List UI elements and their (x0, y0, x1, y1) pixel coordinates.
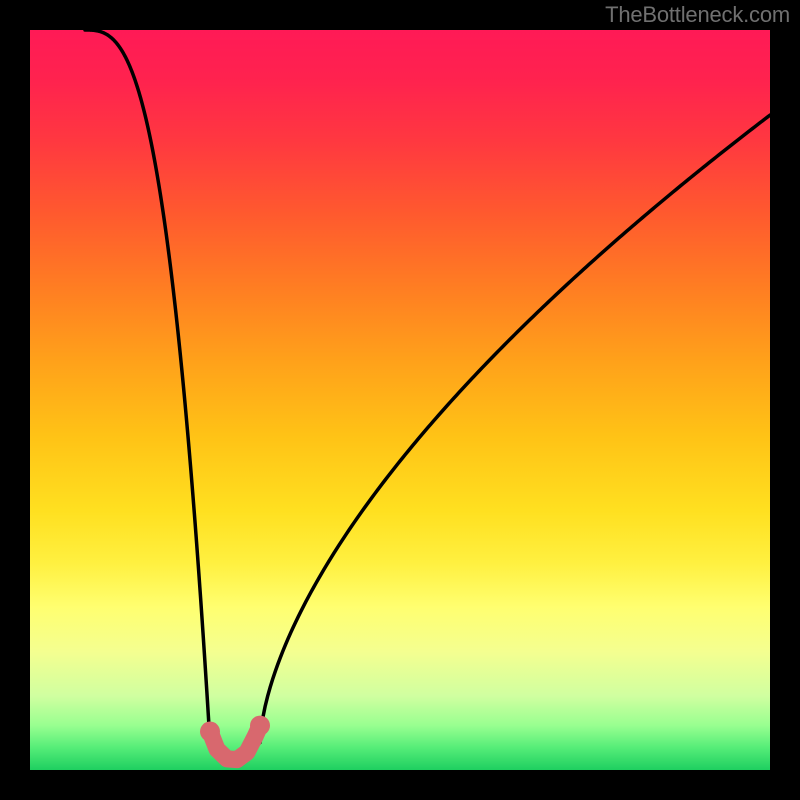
chart-stage: TheBottleneck.com (0, 0, 800, 800)
attribution-text: TheBottleneck.com (605, 2, 790, 28)
gradient-background (30, 30, 770, 770)
